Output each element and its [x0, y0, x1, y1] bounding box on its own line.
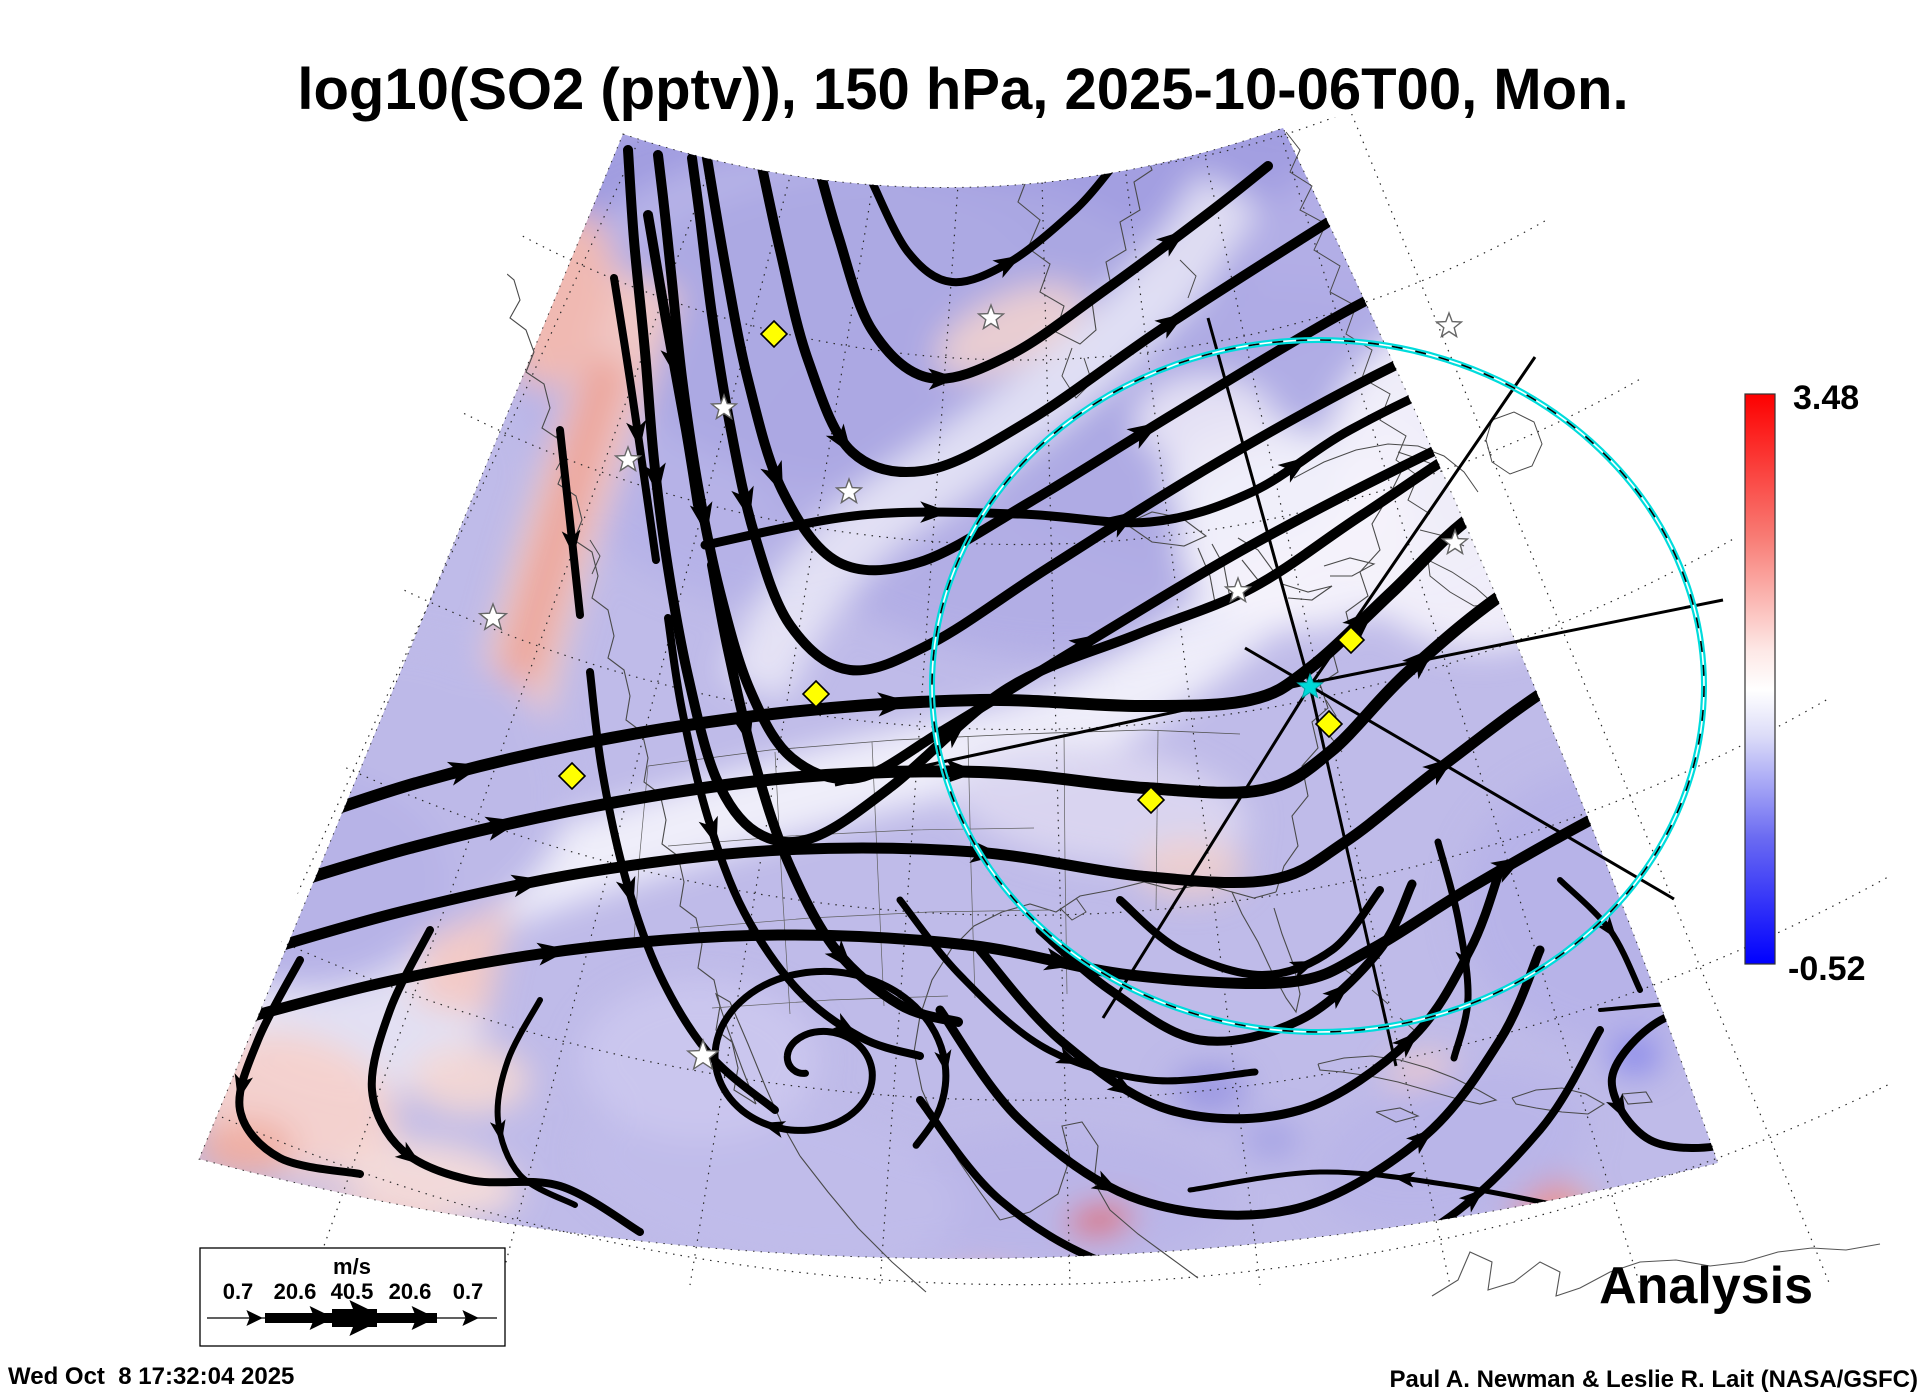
svg-text:3.48: 3.48	[1793, 379, 1859, 417]
svg-text:0.7: 0.7	[453, 1279, 484, 1304]
svg-text:40.5: 40.5	[331, 1279, 374, 1304]
svg-text:20.6: 20.6	[274, 1279, 317, 1304]
svg-text:20.6: 20.6	[389, 1279, 432, 1304]
svg-text:-0.52: -0.52	[1788, 950, 1866, 988]
svg-text:m/s: m/s	[333, 1254, 371, 1279]
svg-text:0.7: 0.7	[223, 1279, 254, 1304]
